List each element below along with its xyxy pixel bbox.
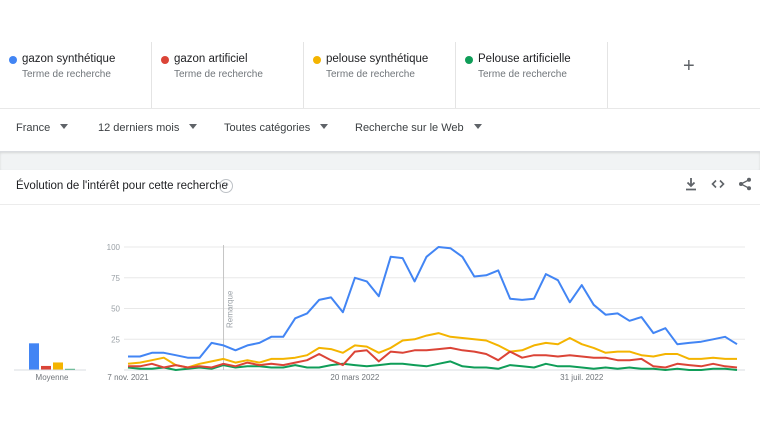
embed-glyph — [711, 179, 725, 189]
caret-down-icon — [320, 124, 329, 129]
share-glyph — [739, 177, 751, 191]
series-color-dot — [465, 56, 473, 64]
x-tick-label: 20 mars 2022 — [330, 373, 379, 382]
y-tick-label: 75 — [111, 274, 120, 283]
series-color-dot — [313, 56, 321, 64]
download-icon[interactable] — [682, 177, 700, 195]
y-tick-label: 100 — [107, 243, 121, 252]
series-line — [128, 346, 738, 369]
series-line — [127, 332, 737, 369]
y-tick-label: 25 — [111, 335, 120, 344]
caret-down-icon — [473, 124, 482, 129]
average-bar — [41, 365, 51, 370]
embed-icon[interactable] — [709, 177, 727, 195]
annotation-label: Remarque — [226, 290, 235, 328]
search-terms-bar: gazon synthétique Terme de recherche gaz… — [0, 42, 760, 108]
category-label: Toutes catégories — [224, 122, 311, 134]
term-card-3[interactable]: pelouse synthétique Terme de recherche — [304, 42, 456, 108]
term-card-2[interactable]: gazon artificiel Terme de recherche — [152, 42, 304, 108]
series-line — [127, 360, 738, 371]
x-tick-label: 7 nov. 2021 — [107, 373, 149, 382]
search-type-label: Recherche sur le Web — [355, 122, 464, 134]
share-icon[interactable] — [736, 177, 754, 195]
caret-down-icon — [60, 124, 69, 129]
term-type: Terme de recherche — [478, 69, 567, 80]
download-glyph — [686, 178, 696, 191]
term-type: Terme de recherche — [22, 69, 111, 80]
region-label: France — [16, 122, 51, 134]
section-divider — [0, 152, 760, 170]
interest-over-time-chart: 100 75 50 25 Remarque 7 nov. 2021 20 mars 2022… — [14, 243, 745, 382]
average-bar — [53, 362, 63, 370]
card-header-divider — [0, 204, 760, 205]
term-label[interactable]: Pelouse artificielle — [478, 53, 571, 65]
series-color-dot — [161, 56, 169, 64]
term-card-1[interactable]: gazon synthétique Terme de recherche — [0, 42, 152, 108]
term-label[interactable]: gazon synthétique — [22, 53, 116, 65]
term-label[interactable]: gazon artificiel — [174, 53, 248, 65]
term-type: Terme de recherche — [174, 69, 263, 80]
add-comparison-button[interactable]: + — [683, 55, 695, 77]
term-label[interactable]: pelouse synthétique — [326, 53, 429, 65]
average-label: Moyenne — [36, 373, 69, 382]
period-label: 12 derniers mois — [98, 122, 180, 134]
caret-down-icon — [189, 124, 198, 129]
term-card-4[interactable]: Pelouse artificielle Terme de recherche — [456, 42, 608, 108]
y-tick-label: 50 — [111, 305, 120, 314]
search-type-dropdown[interactable]: Recherche sur le Web — [355, 122, 482, 134]
average-bar — [29, 343, 39, 370]
term-type: Terme de recherche — [326, 69, 415, 80]
series-color-dot — [9, 56, 17, 64]
average-bar — [65, 368, 75, 370]
card-title: Évolution de l'intérêt pour cette recher… — [16, 180, 228, 192]
filters-bar: France 12 derniers mois Toutes catégorie… — [0, 108, 760, 152]
x-tick-label: 31 juil. 2022 — [560, 373, 604, 382]
category-dropdown[interactable]: Toutes catégories — [224, 122, 329, 134]
add-term-slot: + — [608, 42, 760, 108]
help-icon[interactable]: ? — [219, 179, 233, 193]
region-dropdown[interactable]: France — [16, 122, 69, 134]
period-dropdown[interactable]: 12 derniers mois — [98, 122, 198, 134]
series-line — [128, 246, 738, 359]
